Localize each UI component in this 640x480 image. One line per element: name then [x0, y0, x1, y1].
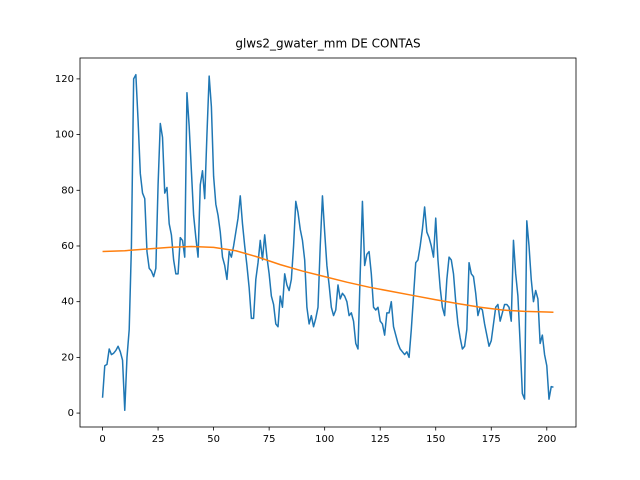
data-line — [102, 245, 554, 314]
y-tick-label: 80 — [61, 185, 74, 196]
plot-frame — [79, 57, 577, 428]
data-line — [101, 73, 554, 412]
y-tick-label: 20 — [61, 352, 74, 363]
x-tick-label: 150 — [426, 434, 445, 445]
x-tick-label: 0 — [99, 434, 105, 445]
x-tick-label: 75 — [263, 434, 276, 445]
y-tick-label: 40 — [61, 297, 74, 308]
x-tick-label: 125 — [371, 434, 390, 445]
y-tick-label: 60 — [61, 241, 74, 252]
x-tick-label: 100 — [315, 434, 334, 445]
y-tick-label: 0 — [68, 408, 74, 419]
chart-title: glws2_gwater_mm DE CONTAS — [235, 37, 420, 51]
x-tick-label: 175 — [482, 434, 501, 445]
x-tick-label: 50 — [207, 434, 220, 445]
x-tick-label: 25 — [152, 434, 165, 445]
y-tick-label: 100 — [55, 130, 74, 141]
x-tick-label: 200 — [537, 434, 556, 445]
y-tick-label: 120 — [55, 74, 74, 85]
